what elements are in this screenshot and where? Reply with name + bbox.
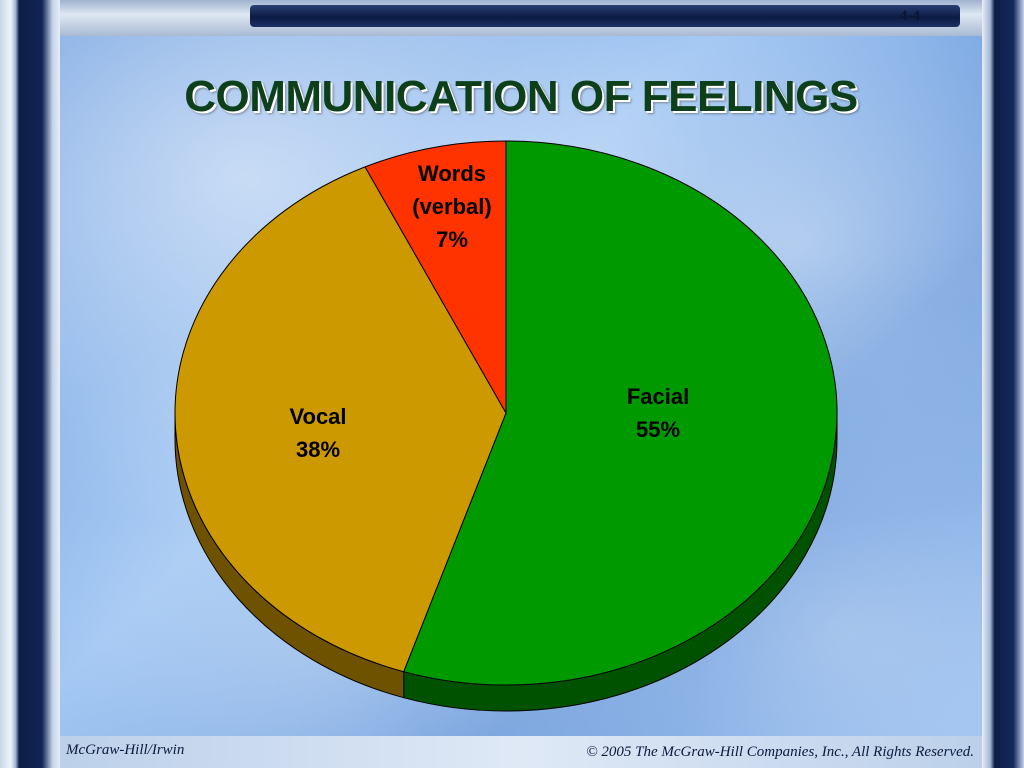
pie-slice-1	[174, 166, 507, 673]
left-frame-decoration	[0, 0, 60, 768]
footer-publisher: McGraw-Hill/Irwin	[66, 742, 185, 758]
top-frame-bar	[250, 5, 960, 27]
footer-bar: McGraw-Hill/Irwin © 2005 The McGraw-Hill…	[60, 736, 982, 768]
pie-slice-label-0: Facial 55%	[627, 384, 689, 442]
pie-labels-layer: Facial 55% Vocal 38% Words (verbal) 7%	[289, 161, 689, 462]
pie-slice-0	[403, 140, 838, 686]
top-frame: 4-4	[60, 0, 982, 36]
right-frame-decoration	[982, 0, 1024, 768]
footer-copyright: © 2005 The McGraw-Hill Companies, Inc., …	[586, 744, 974, 760]
pie-slice-label-1: Vocal 38%	[289, 404, 346, 462]
page-number: 4-4	[900, 8, 920, 24]
pie-slice-label-2: Words (verbal) 7%	[412, 161, 491, 252]
pie-slices-layer	[174, 140, 838, 686]
slide-title: COMMUNICATION OF FEELINGS	[184, 72, 858, 121]
pie-slice-2	[364, 140, 507, 415]
